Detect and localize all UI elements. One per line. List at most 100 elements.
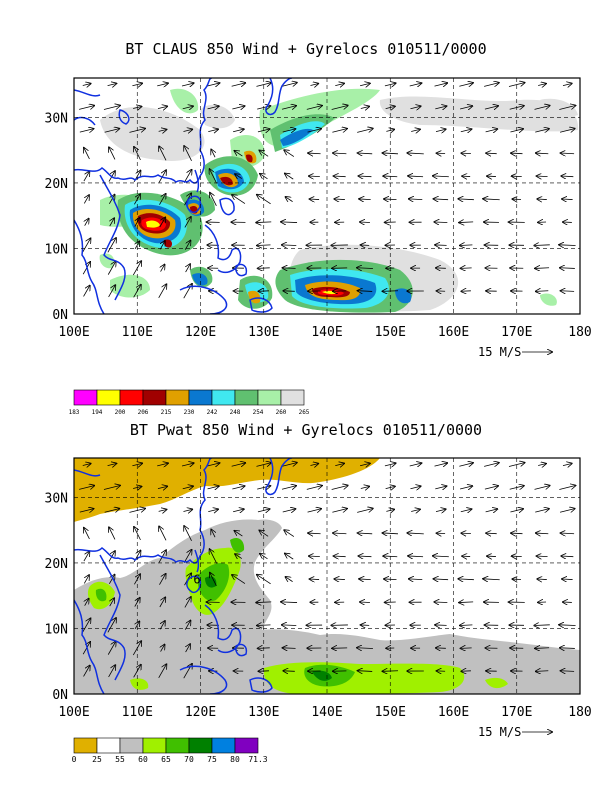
wind-vector <box>358 671 373 672</box>
wind-vector <box>208 509 218 511</box>
wind-vector <box>134 218 140 227</box>
wind-vector <box>435 129 446 131</box>
wind-vector <box>408 176 424 177</box>
wind-vector <box>307 129 322 132</box>
wind-vector <box>357 509 373 513</box>
wind-vector <box>461 153 471 154</box>
wind-vector <box>158 550 166 563</box>
colorbar-level-label: 215 <box>161 409 172 416</box>
pwat-vector-label: 15 M/S <box>478 725 521 739</box>
wind-vector <box>483 579 500 580</box>
wind-vector <box>159 194 165 205</box>
wind-vector <box>310 84 318 86</box>
lat-tick-label: 0N <box>52 688 68 703</box>
wind-vector <box>358 153 373 154</box>
wind-vector <box>282 245 297 246</box>
wind-vector <box>360 463 370 465</box>
wind-vector <box>281 602 298 603</box>
wind-vector <box>183 550 191 564</box>
wind-vector <box>184 597 191 608</box>
lon-tick-label: 170E <box>501 705 532 720</box>
wind-vector <box>562 83 572 85</box>
claus-vector-label: 15 M/S <box>478 345 521 359</box>
wind-vector <box>282 625 297 626</box>
colorbar-swatch <box>257 389 282 406</box>
wind-vector <box>135 621 139 630</box>
colorbar-level-label: 194 <box>92 409 103 416</box>
colorbar-level-label: 242 <box>207 409 218 416</box>
colorbar-swatch <box>142 737 167 754</box>
wind-vector <box>157 83 168 86</box>
wind-vector <box>285 174 294 180</box>
wind-vector <box>484 486 498 489</box>
lon-tick-label: 130E <box>248 325 279 340</box>
wind-vector <box>486 153 497 154</box>
wind-vector <box>538 84 546 86</box>
wind-vector <box>333 153 347 154</box>
wind-vector <box>334 176 346 177</box>
wind-vector <box>232 575 246 584</box>
colorbar-level-label: 65 <box>161 755 171 764</box>
wind-vector <box>559 245 576 246</box>
wind-vector <box>79 509 94 512</box>
lon-tick-label: 160E <box>438 325 469 340</box>
wind-vector <box>334 556 346 557</box>
wind-vector <box>182 486 193 489</box>
panel2-title: BT Pwat 850 Wind + Gyrelocs 010511/0000 <box>129 421 483 439</box>
wind-vector <box>283 671 295 672</box>
wind-vector <box>283 291 295 292</box>
lon-tick-label: 120E <box>185 705 216 720</box>
wind-vector <box>358 176 372 177</box>
wind-vector <box>433 556 449 557</box>
pwat-map-panel: 6 100E 110E 120E 130E 140E 150E 160E 170E 180 0N… <box>45 457 592 764</box>
wind-vector <box>206 463 220 466</box>
colorbar-level-label: 80 <box>230 755 240 764</box>
colorbar-level-label: 265 <box>299 409 310 416</box>
wind-vector <box>331 485 348 490</box>
wind-vector <box>357 648 373 649</box>
wind-vector <box>407 533 424 534</box>
pwat-reference-vector: 15 M/S <box>478 725 552 739</box>
wind-vector <box>536 671 549 672</box>
wind-vector <box>132 463 142 465</box>
colorbar-swatch <box>96 737 121 754</box>
lon-tick-label: 170E <box>501 325 532 340</box>
wind-vector <box>534 486 550 490</box>
wind-vector <box>434 579 449 580</box>
wind-vector <box>434 463 448 466</box>
wind-vector <box>210 169 218 184</box>
wind-vector <box>103 485 120 490</box>
wind-vector <box>310 199 320 200</box>
wind-vector <box>83 286 90 297</box>
wind-vector <box>411 509 420 511</box>
colorbar-level-label: 55 <box>115 755 125 764</box>
wind-vector <box>186 264 190 273</box>
wind-vector <box>433 176 449 177</box>
wind-vector <box>484 106 498 109</box>
wind-vector <box>183 170 191 184</box>
wind-vector <box>108 195 114 205</box>
lat-tick-label: 20N <box>45 557 68 572</box>
wind-vector <box>357 268 373 269</box>
wind-vector <box>108 575 114 585</box>
wind-vector <box>183 509 192 511</box>
wind-vector <box>458 579 474 580</box>
colorbar-level-label: 0 <box>72 755 77 764</box>
lon-tick-label: 100E <box>58 325 89 340</box>
wind-vector <box>484 463 499 467</box>
wind-vector <box>85 599 89 606</box>
wind-vector <box>84 148 90 160</box>
wind-vector <box>104 509 120 513</box>
wind-vector <box>161 645 165 652</box>
wind-vector <box>157 486 167 488</box>
colorbar-level-label: 25 <box>92 755 102 764</box>
wind-vector <box>82 84 91 86</box>
wind-vector <box>537 579 547 580</box>
wind-vector <box>309 556 320 557</box>
wind-vector <box>109 147 116 160</box>
wind-vector <box>560 648 575 649</box>
wind-vector <box>409 83 422 86</box>
wind-vector <box>332 509 347 513</box>
wind-vector <box>256 602 272 603</box>
wind-vector <box>434 222 448 223</box>
